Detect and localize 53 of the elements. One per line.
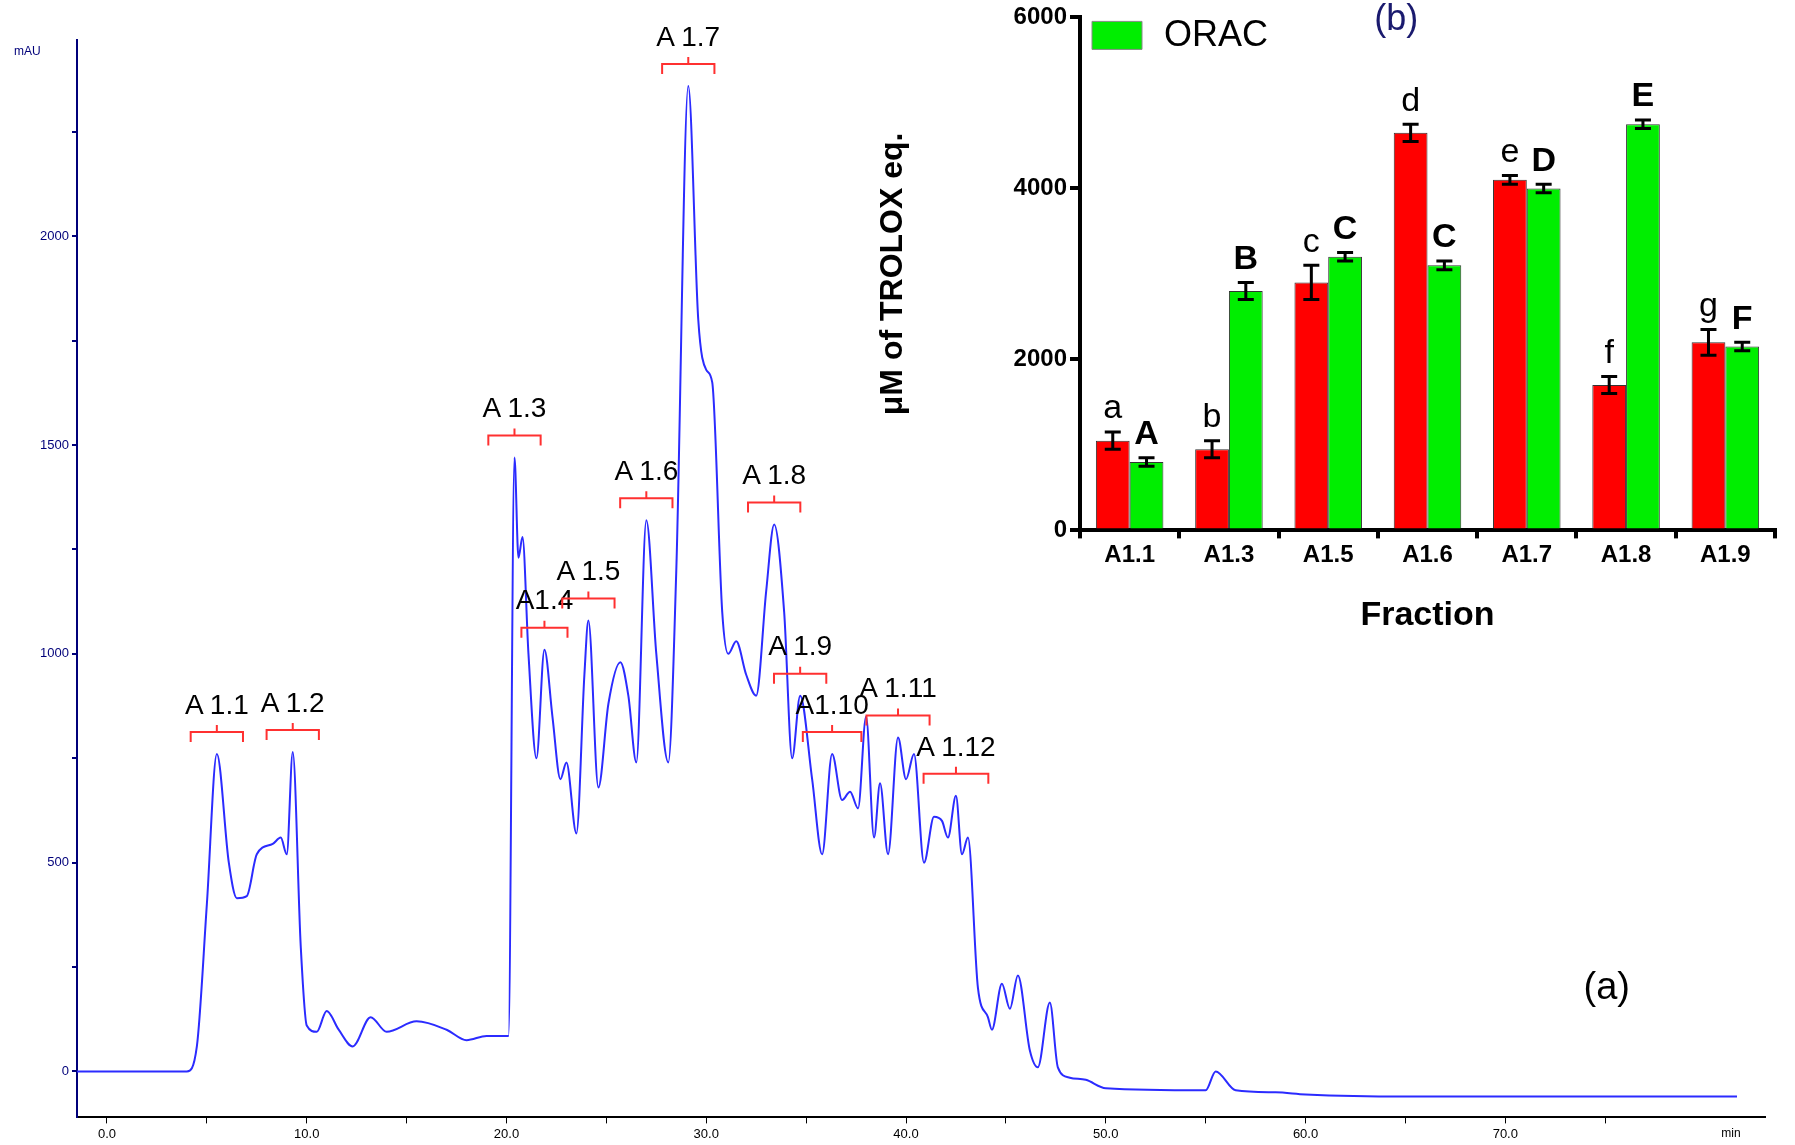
data-label: g xyxy=(1699,284,1718,323)
x-tick-label: A1.9 xyxy=(1700,540,1751,568)
y-tick-label: 2000 xyxy=(1013,344,1067,372)
y-tick-label: 0 xyxy=(1053,515,1067,543)
y-tick-label: 4000 xyxy=(1013,173,1067,201)
annotation: A 1.3 xyxy=(482,392,547,424)
x-tick-label: A1.5 xyxy=(1302,540,1354,568)
x-axis-title: Fraction xyxy=(1360,593,1495,632)
annotation: (a) xyxy=(1583,964,1630,1007)
y-tick-label: 1000 xyxy=(40,645,69,661)
y-tick-label: 1500 xyxy=(40,436,69,452)
data-label: b xyxy=(1202,396,1222,434)
data-label: F xyxy=(1731,297,1753,336)
data-label: A xyxy=(1134,413,1159,452)
y-axis-title: μM of TROLOX eq. xyxy=(873,132,910,416)
x-tick-label: 30.0 xyxy=(693,1125,719,1141)
data-label: E xyxy=(1631,75,1655,114)
x-tick-label: A1.3 xyxy=(1203,540,1255,568)
y-tick-label: 0 xyxy=(61,1063,69,1079)
data-label: B xyxy=(1233,237,1259,276)
x-tick-label: A1.1 xyxy=(1104,540,1155,568)
legend-label: ORAC xyxy=(1164,13,1269,55)
x-tick-label: 60.0 xyxy=(1292,1125,1319,1141)
x-tick-label: A1.7 xyxy=(1501,540,1553,568)
chart-title: (b) xyxy=(1374,0,1419,38)
data-label: D xyxy=(1531,139,1556,178)
x-tick-label: 50.0 xyxy=(1093,1125,1119,1141)
data-label: C xyxy=(1332,207,1358,246)
y-tick-label: 2000 xyxy=(40,227,69,243)
data-label: e xyxy=(1500,130,1520,169)
x-tick-label: 70.0 xyxy=(1492,1125,1518,1141)
annotation: A 1.12 xyxy=(916,730,996,762)
x-axis-title: min xyxy=(1721,1125,1741,1140)
data-label: C xyxy=(1432,216,1457,255)
annotation: A 1.2 xyxy=(260,686,325,718)
annotation: A 1.7 xyxy=(656,20,721,52)
x-tick-label: 10.0 xyxy=(294,1125,320,1141)
annotation: A 1.8 xyxy=(742,459,807,491)
y-tick-label: 6000 xyxy=(1013,2,1067,30)
x-tick-label: A1.8 xyxy=(1600,540,1652,568)
annotation: A 1.6 xyxy=(614,454,679,486)
data-label: a xyxy=(1103,387,1123,426)
x-tick-label: 0.0 xyxy=(97,1125,116,1141)
x-tick-label: 20.0 xyxy=(493,1125,520,1141)
data-label: c xyxy=(1302,220,1320,259)
y-axis-title: mAU xyxy=(14,44,41,59)
annotation: A 1.5 xyxy=(556,555,621,587)
x-tick-label: A1.6 xyxy=(1402,540,1453,568)
y-tick-label: 500 xyxy=(47,854,69,870)
annotation: A 1.1 xyxy=(184,688,249,720)
x-tick-label: 40.0 xyxy=(893,1125,919,1141)
data-label: d xyxy=(1401,79,1421,118)
data-label: f xyxy=(1604,331,1615,370)
